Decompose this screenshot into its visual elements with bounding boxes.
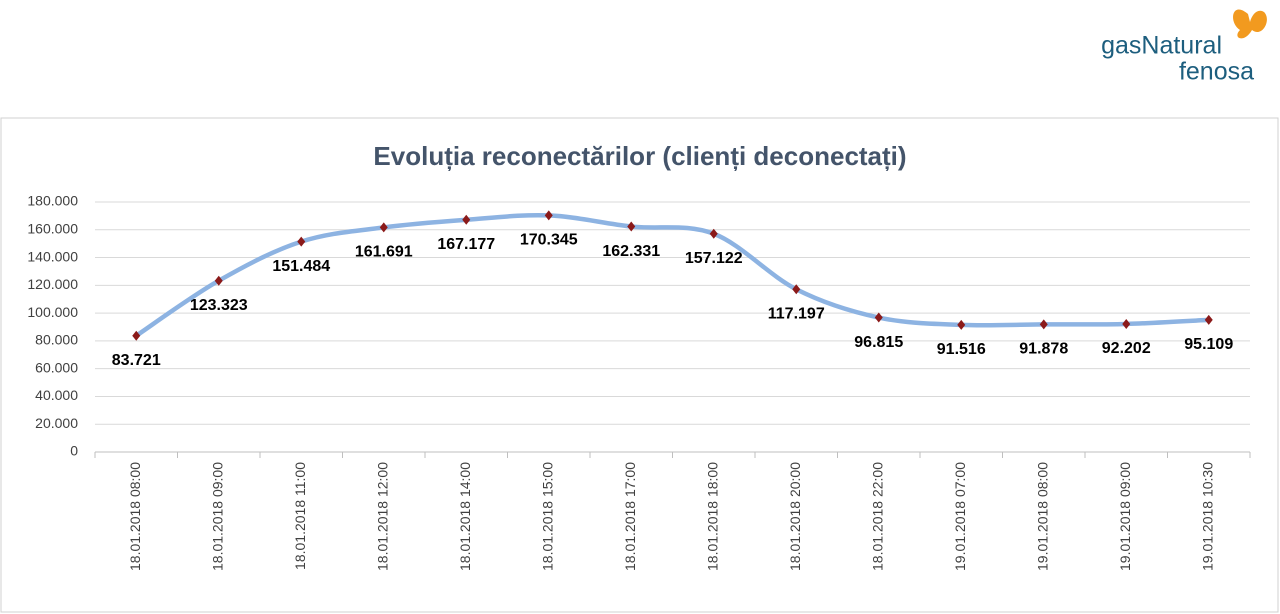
x-tick-label: 19.01.2018 10:30 (1199, 462, 1215, 571)
data-label: 92.202 (1102, 340, 1151, 357)
data-label: 123.323 (190, 297, 248, 314)
x-tick-label: 19.01.2018 07:00 (952, 462, 968, 571)
series-line (135, 212, 1209, 338)
data-point (379, 222, 388, 233)
data-label: 117.197 (768, 305, 825, 322)
y-tick-label: 100.000 (27, 304, 78, 320)
x-tick-label: 18.01.2018 17:00 (622, 462, 638, 571)
y-tick-label: 60.000 (35, 359, 78, 375)
x-tick-label: 18.01.2018 08:00 (127, 462, 143, 571)
data-point (544, 210, 553, 221)
x-tick-label: 18.01.2018 14:00 (457, 462, 473, 571)
data-label: 91.516 (937, 341, 986, 358)
x-tick-label: 18.01.2018 22:00 (869, 462, 885, 571)
data-label: 91.878 (1019, 341, 1068, 358)
data-label: 162.331 (602, 243, 660, 260)
x-tick-label: 18.01.2018 12:00 (374, 462, 390, 571)
data-point (627, 221, 636, 232)
data-point (1204, 314, 1213, 325)
y-tick-label: 160.000 (27, 220, 78, 236)
logo-line1: gasNatural (1101, 32, 1222, 60)
x-tick-label: 18.01.2018 18:00 (704, 462, 720, 571)
y-tick-label: 20.000 (35, 415, 78, 431)
data-label: 96.815 (854, 334, 903, 351)
data-point (297, 236, 306, 247)
x-tick-label: 18.01.2018 11:00 (292, 462, 308, 570)
y-tick-label: 140.000 (27, 248, 78, 264)
x-tick-label: 18.01.2018 09:00 (209, 462, 225, 571)
data-label: 157.122 (685, 250, 743, 267)
data-label: 83.721 (112, 352, 161, 369)
data-label: 151.484 (272, 258, 330, 275)
data-point (1039, 319, 1048, 330)
data-point (462, 214, 471, 225)
y-tick-label: 80.000 (35, 332, 78, 348)
data-label: 95.109 (1184, 336, 1233, 353)
y-tick-label: 0 (70, 443, 78, 459)
y-tick-label: 120.000 (27, 276, 78, 292)
data-label: 170.345 (520, 232, 578, 249)
data-point (214, 275, 223, 286)
x-tick-label: 19.01.2018 09:00 (1117, 462, 1133, 571)
logo-butterfly (1233, 9, 1267, 39)
data-point (957, 319, 966, 330)
data-point (1122, 318, 1131, 329)
chart-title: Evoluția reconectărilor (clienți deconec… (373, 141, 906, 171)
x-tick-label: 19.01.2018 08:00 (1034, 462, 1050, 571)
data-point (709, 228, 718, 239)
x-tick-label: 18.01.2018 15:00 (539, 462, 555, 571)
y-tick-label: 40.000 (35, 387, 78, 403)
data-label: 161.691 (355, 244, 413, 261)
data-label: 167.177 (437, 236, 495, 253)
chart-panel (0, 117, 1279, 613)
data-point (132, 330, 141, 341)
data-point (874, 312, 883, 323)
data-point (792, 284, 801, 295)
y-tick-label: 180.000 (27, 193, 78, 209)
logo-line2: fenosa (1179, 58, 1254, 86)
x-tick-label: 18.01.2018 20:00 (787, 462, 803, 571)
